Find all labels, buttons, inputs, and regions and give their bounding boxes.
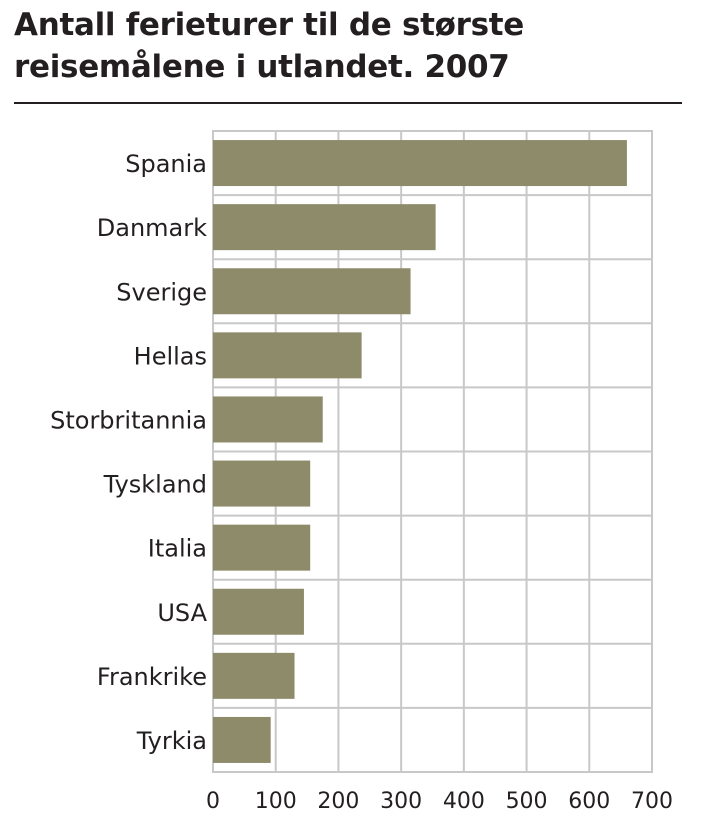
- category-label: Sverige: [116, 278, 207, 306]
- bar: [213, 268, 411, 315]
- bars: [213, 140, 627, 763]
- category-label: Tyskland: [103, 471, 207, 499]
- bar: [213, 524, 311, 571]
- category-label: Tyrkia: [136, 727, 207, 755]
- chart-title-line-2: reisemålene i utlandet. 2007: [14, 49, 510, 85]
- bar: [213, 460, 311, 507]
- category-label: Storbritannia: [50, 406, 207, 434]
- bar: [213, 204, 436, 251]
- title-divider: [14, 102, 682, 104]
- chart-title-line-1: Antall ferieturer til de største: [14, 7, 524, 43]
- x-tick-label: 200: [317, 789, 359, 814]
- category-labels: Spania Danmark Sverige Hellas Storbritannia T…: [50, 150, 207, 755]
- x-tick-label: 0: [206, 789, 220, 814]
- x-tick-label: 700: [631, 789, 673, 814]
- x-tick-label: 400: [443, 789, 485, 814]
- category-label: Hellas: [134, 342, 207, 370]
- bar: [213, 652, 295, 699]
- bar: [213, 332, 362, 379]
- x-tick-label: 300: [380, 789, 422, 814]
- bar: [213, 140, 627, 187]
- x-tick-label: 600: [568, 789, 610, 814]
- x-axis-tick-labels: 0 100 200 300 400 500 600 700: [206, 789, 673, 814]
- grid-lines: [212, 130, 653, 773]
- category-label: Danmark: [97, 214, 207, 242]
- category-label: Frankrike: [97, 663, 207, 691]
- bar: [213, 396, 323, 443]
- bar: [213, 588, 304, 635]
- x-tick-label: 500: [506, 789, 548, 814]
- category-label: Italia: [148, 535, 207, 563]
- category-label: Spania: [125, 150, 207, 178]
- chart-title: Antall ferieturer til de største reisemå…: [14, 4, 684, 88]
- category-label: USA: [157, 599, 207, 627]
- bar: [213, 716, 271, 763]
- x-tick-label: 100: [255, 789, 297, 814]
